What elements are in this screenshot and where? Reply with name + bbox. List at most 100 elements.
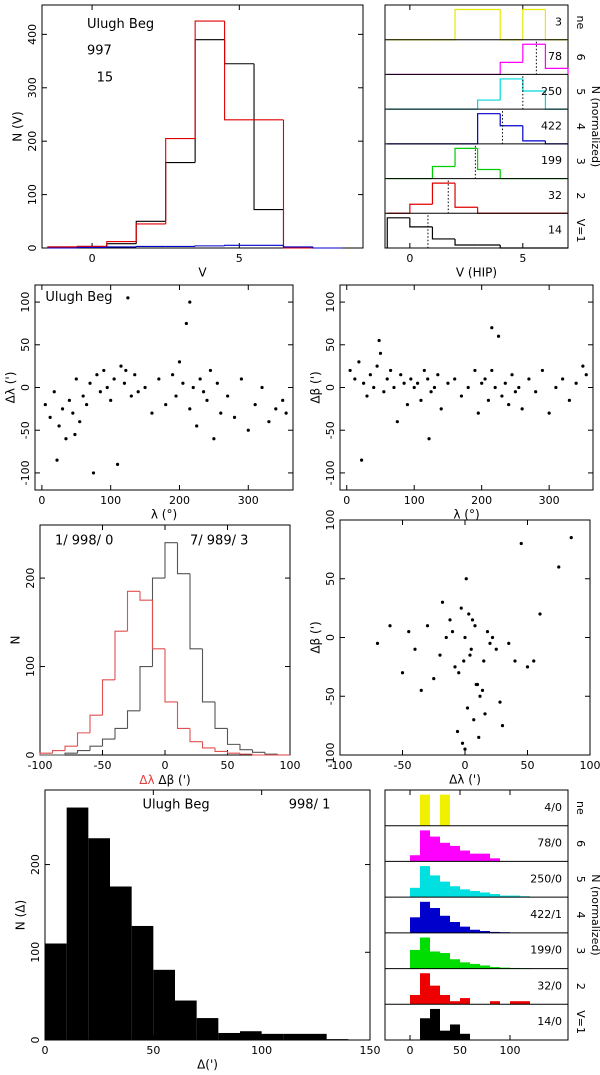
point: [567, 398, 571, 402]
point: [457, 671, 461, 675]
histogram-step: [214, 701, 228, 730]
y-tick-label: 200: [26, 131, 39, 152]
point: [219, 411, 223, 415]
bar: [305, 1033, 327, 1040]
x-tick-label: -100: [328, 759, 353, 772]
bar: [175, 1000, 197, 1040]
histogram-step: [454, 238, 478, 246]
point: [368, 373, 372, 377]
strip-label: 14: [548, 224, 562, 237]
histogram-step: [431, 165, 456, 179]
point: [513, 390, 518, 394]
bar: [480, 965, 490, 969]
y-axis-label: N: [9, 636, 23, 645]
histogram-step: [264, 752, 278, 755]
x-tick-label: 100: [251, 1044, 272, 1057]
point: [425, 624, 430, 628]
point: [382, 390, 386, 394]
point: [215, 381, 219, 385]
point: [427, 437, 431, 441]
row-label: ne: [574, 801, 587, 815]
bar: [440, 1030, 450, 1040]
row-label: 3: [574, 158, 587, 165]
histogram-step: [194, 39, 225, 163]
frame: [384, 4, 569, 249]
point: [490, 368, 494, 373]
point: [490, 635, 495, 640]
side-label: N (normalized): [589, 86, 600, 167]
point: [480, 688, 485, 692]
point: [184, 321, 188, 326]
bar: [218, 1032, 240, 1040]
point: [500, 724, 505, 728]
histogram-step: [282, 119, 313, 249]
bar: [110, 886, 132, 1040]
annotation: 997: [87, 44, 112, 59]
point: [503, 381, 507, 385]
point: [534, 390, 538, 394]
strip-label: 14/0: [537, 1015, 562, 1028]
x-axis-label-part: Δβ ('): [155, 773, 191, 787]
bar: [480, 892, 490, 898]
point: [494, 647, 498, 651]
x-tick-label: -100: [28, 759, 53, 772]
point: [463, 747, 467, 751]
row-label: 6: [574, 840, 587, 847]
x-tick-label: -50: [94, 759, 112, 772]
row-label: 4: [574, 123, 587, 130]
y-tick-label: 0: [324, 384, 337, 391]
point: [188, 407, 192, 411]
point: [74, 377, 78, 381]
x-tick-label: 5: [519, 252, 526, 265]
histogram-step: [126, 710, 140, 729]
x-tick-label: 100: [500, 1044, 521, 1057]
x-axis-label: Δλ ('): [449, 773, 481, 787]
histogram-step: [101, 679, 115, 716]
bar: [430, 908, 440, 933]
point: [409, 377, 413, 381]
histogram-step: [164, 648, 178, 703]
histogram-step: [76, 246, 107, 249]
point: [395, 420, 399, 424]
point: [253, 402, 257, 407]
frame: [41, 4, 364, 249]
point: [432, 677, 436, 681]
histogram-step: [135, 220, 166, 244]
point: [407, 630, 411, 634]
histogram-step: [224, 39, 255, 65]
y-tick-label: 0: [19, 384, 32, 391]
bar: [450, 1024, 460, 1040]
y-tick-label: 400: [26, 24, 39, 45]
histogram-step: [89, 714, 103, 733]
histogram-step: [139, 665, 153, 711]
bar: [470, 890, 480, 898]
x-tick-label: 50: [221, 759, 235, 772]
point: [538, 612, 542, 616]
point: [476, 411, 480, 415]
y-tick-label: 0: [26, 245, 39, 252]
annotation: 998/ 1: [289, 798, 331, 813]
bar: [88, 838, 110, 1040]
point: [157, 377, 161, 381]
row-label: 2: [574, 192, 587, 199]
x-tick-label: 100: [404, 494, 425, 507]
histogram-step: [226, 751, 240, 754]
histogram-step: [189, 573, 203, 650]
annotation: Ulugh Beg: [143, 798, 210, 813]
point: [115, 462, 120, 466]
point: [73, 432, 77, 437]
bar: [420, 794, 430, 826]
bar: [66, 807, 89, 1040]
frame: [34, 284, 294, 491]
strip-label: 78: [548, 50, 562, 63]
point: [510, 373, 514, 377]
point: [493, 385, 497, 390]
bar: [450, 959, 460, 969]
point: [453, 665, 457, 669]
point: [525, 665, 530, 669]
bar: [283, 1033, 305, 1040]
x-axis-label-part: Δλ: [139, 773, 154, 787]
row-label: 3: [574, 947, 587, 954]
histogram-step: [409, 203, 433, 214]
